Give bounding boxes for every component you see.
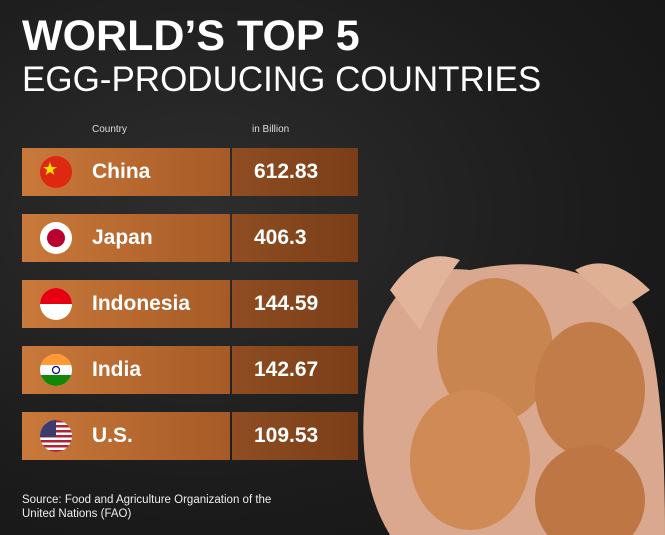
value: 109.53 xyxy=(254,424,319,447)
column-header: in Billion xyxy=(252,124,290,135)
flag xyxy=(40,288,72,320)
value-cell: 142.67 xyxy=(232,346,358,394)
title: WORLD’S TOP 5 xyxy=(22,12,360,60)
source-note: Source: Food and Agriculture Organizatio… xyxy=(22,494,272,520)
country-cell: China xyxy=(22,148,230,196)
country-cell: Japan xyxy=(22,214,230,262)
country-cell: U.S. xyxy=(22,412,230,460)
flag xyxy=(40,420,72,452)
value: 406.3 xyxy=(254,226,307,249)
flag xyxy=(40,222,72,254)
value: 142.67 xyxy=(254,358,319,381)
flag xyxy=(40,354,72,386)
value: 144.59 xyxy=(254,292,319,315)
flag xyxy=(40,156,72,188)
country-name: U.S. xyxy=(92,424,133,447)
country-name: Indonesia xyxy=(92,292,191,315)
country-name: Japan xyxy=(92,226,153,249)
country-cell: Indonesia xyxy=(22,280,230,328)
table-row: China 612.83 xyxy=(22,148,358,196)
country-name: China xyxy=(92,160,151,183)
country-cell: India xyxy=(22,346,230,394)
value: 612.83 xyxy=(254,160,319,183)
value-cell: 109.53 xyxy=(232,412,358,460)
eggs-photo xyxy=(363,256,665,535)
value-cell: 612.83 xyxy=(232,148,358,196)
value-cell: 406.3 xyxy=(232,214,358,262)
table-row: Indonesia 144.59 xyxy=(22,280,358,328)
country-name: India xyxy=(92,358,142,381)
column-header: Country xyxy=(92,124,128,135)
value-cell: 144.59 xyxy=(232,280,358,328)
table-row: India 142.67 xyxy=(22,346,358,394)
table-row: U.S. 109.53 xyxy=(22,412,358,460)
table-row: Japan 406.3 xyxy=(22,214,358,262)
subtitle: EGG-PRODUCING COUNTRIES xyxy=(22,60,542,99)
